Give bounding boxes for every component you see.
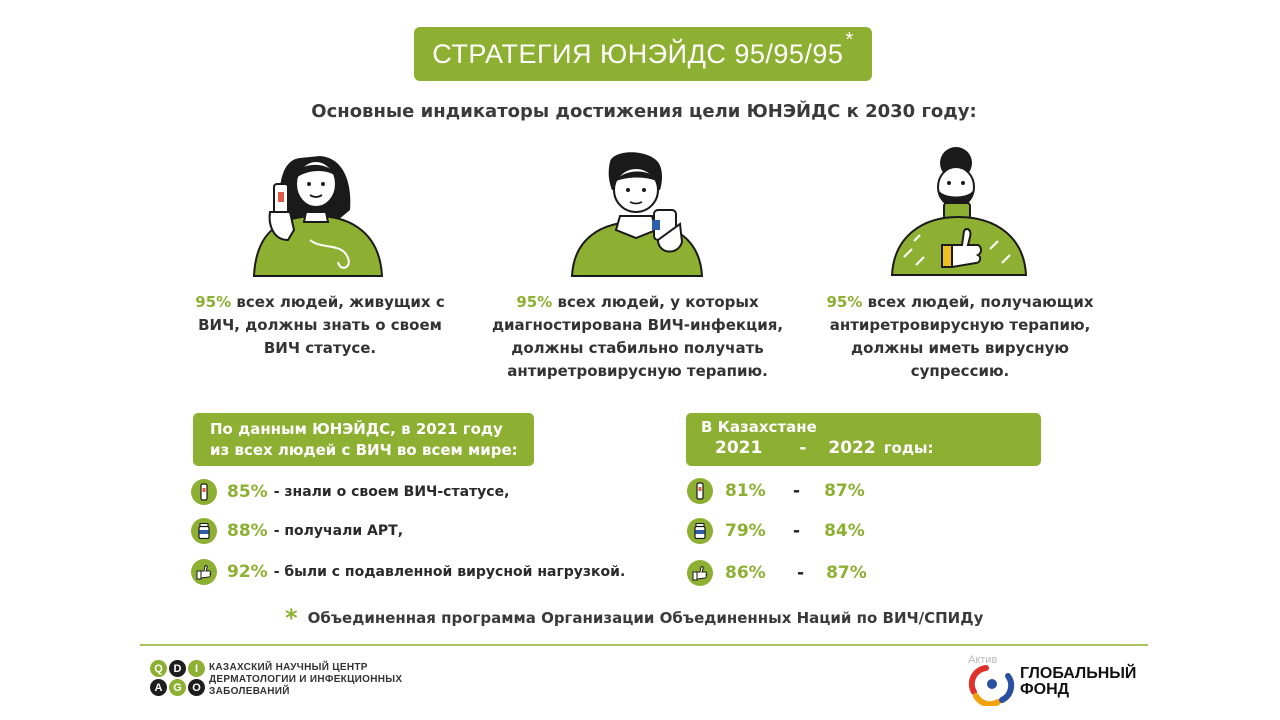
world-row-suppression: 92% - были с подавленной вирусной нагруз… <box>191 559 625 585</box>
qdi-line: ДЕРМАТОЛОГИИ И ИНФЕКЦИОННЫХ <box>209 674 403 685</box>
logo-letter: A <box>150 679 167 696</box>
test-strip-icon <box>191 479 217 505</box>
footnote: * Объединенная программа Организации Объ… <box>285 604 984 632</box>
kz-dash: - <box>793 521 801 541</box>
page-title: СТРАТЕГИЯ ЮНЭЙДС 95/95/95 <box>432 38 844 69</box>
indicator-treatment: 95% всех людей, у которых диагностирован… <box>480 291 795 383</box>
world-data-header: По данным ЮНЭЙДС, в 2021 году из всех лю… <box>193 413 534 466</box>
kz-years-suffix: годы: <box>883 439 934 457</box>
kz-years-row: 2021 - 2022 годы: <box>701 438 1041 459</box>
logo-letter: I <box>188 660 205 677</box>
world-pct: 92% <box>227 562 268 582</box>
kz-value-2022: 87% <box>826 563 867 583</box>
kz-dash: - <box>793 481 801 501</box>
indicator-pct: 95% <box>195 293 232 311</box>
indicator-text: всех людей, у которых диагностирована ВИ… <box>491 293 784 380</box>
thumbs-up-icon <box>191 559 217 585</box>
kz-value-2021: 79% <box>725 521 766 541</box>
kz-row-status: 81% - 87% <box>687 478 865 504</box>
boy-with-pills-illustration <box>570 152 704 277</box>
global-fund-name: ГЛОБАЛЬНЫЙ ФОНД <box>1020 666 1136 698</box>
world-header-line2: из всех людей с ВИЧ во всем мире: <box>210 441 518 459</box>
logo-letter: D <box>169 660 186 677</box>
title-banner: СТРАТЕГИЯ ЮНЭЙДС 95/95/95 * <box>414 27 872 81</box>
indicator-text: всех людей, получающих антиретровирусную… <box>829 293 1094 380</box>
world-header-line1: По данным ЮНЭЙДС, в 2021 году <box>210 420 503 438</box>
test-strip-icon <box>687 478 713 504</box>
logo-letter: O <box>188 679 205 696</box>
world-row-status: 85% - знали о своем ВИЧ-статусе, <box>191 479 509 505</box>
woman-with-test-illustration <box>252 156 384 277</box>
kz-value-2021: 86% <box>725 563 766 583</box>
title-footnote-mark: * <box>845 28 854 51</box>
footer-divider <box>140 644 1148 646</box>
kz-years-dash: - <box>799 438 807 458</box>
world-row-art: 88% - получали АРТ, <box>191 518 403 544</box>
world-pct: 85% <box>227 482 268 502</box>
kz-header-line1: В Казахстане <box>701 418 817 436</box>
kz-row-suppression: 86% - 87% <box>687 560 867 586</box>
pill-bottle-icon <box>687 518 713 544</box>
logo-letter: G <box>169 679 186 696</box>
indicator-pct: 95% <box>826 293 863 311</box>
kz-value-2022: 84% <box>824 521 865 541</box>
world-pct: 88% <box>227 521 268 541</box>
man-thumbs-up-illustration <box>890 147 1028 276</box>
world-text: - были с подавленной вирусной нагрузкой. <box>273 564 626 580</box>
page-subtitle: Основные индикаторы достижения цели ЮНЭЙ… <box>311 101 977 122</box>
pill-bottle-icon <box>191 518 217 544</box>
thumbs-up-icon <box>687 560 713 586</box>
indicator-testing: 95% всех людей, живущих с ВИЧ, должны зн… <box>180 291 460 360</box>
kz-value-2021: 81% <box>725 481 766 501</box>
indicator-pct: 95% <box>516 293 553 311</box>
qdi-org-name: КАЗАХСКИЙ НАУЧНЫЙ ЦЕНТР ДЕРМАТОЛОГИИ И И… <box>209 662 402 698</box>
qdi-line: ЗАБОЛЕВАНИЙ <box>209 686 290 697</box>
gf-line: ФОНД <box>1020 681 1070 698</box>
kz-value-2022: 87% <box>824 481 865 501</box>
global-fund-logo-icon <box>968 665 1015 706</box>
qdi-ago-logo: Q D I A G O <box>150 660 205 696</box>
activation-watermark: Актив <box>968 654 998 666</box>
logo-letter: Q <box>150 660 167 677</box>
kz-row-art: 79% - 84% <box>687 518 865 544</box>
indicator-text: всех людей, живущих с ВИЧ, должны знать … <box>198 293 445 357</box>
gf-line: ГЛОБАЛЬНЫЙ <box>1020 665 1137 682</box>
kz-year-2021: 2021 <box>715 438 763 458</box>
footnote-asterisk: * <box>285 604 298 632</box>
world-text: - получали АРТ, <box>273 523 404 539</box>
indicator-suppression: 95% всех людей, получающих антиретровиру… <box>815 291 1105 383</box>
world-text: - знали о своем ВИЧ-статусе, <box>273 484 510 500</box>
qdi-line: КАЗАХСКИЙ НАУЧНЫЙ ЦЕНТР <box>209 662 368 673</box>
footnote-text: Объединенная программа Организации Объед… <box>307 609 984 627</box>
kz-year-2022: 2022 <box>828 438 876 458</box>
kazakhstan-data-header: В Казахстане 2021 - 2022 годы: <box>686 413 1041 466</box>
kz-dash: - <box>797 563 805 583</box>
